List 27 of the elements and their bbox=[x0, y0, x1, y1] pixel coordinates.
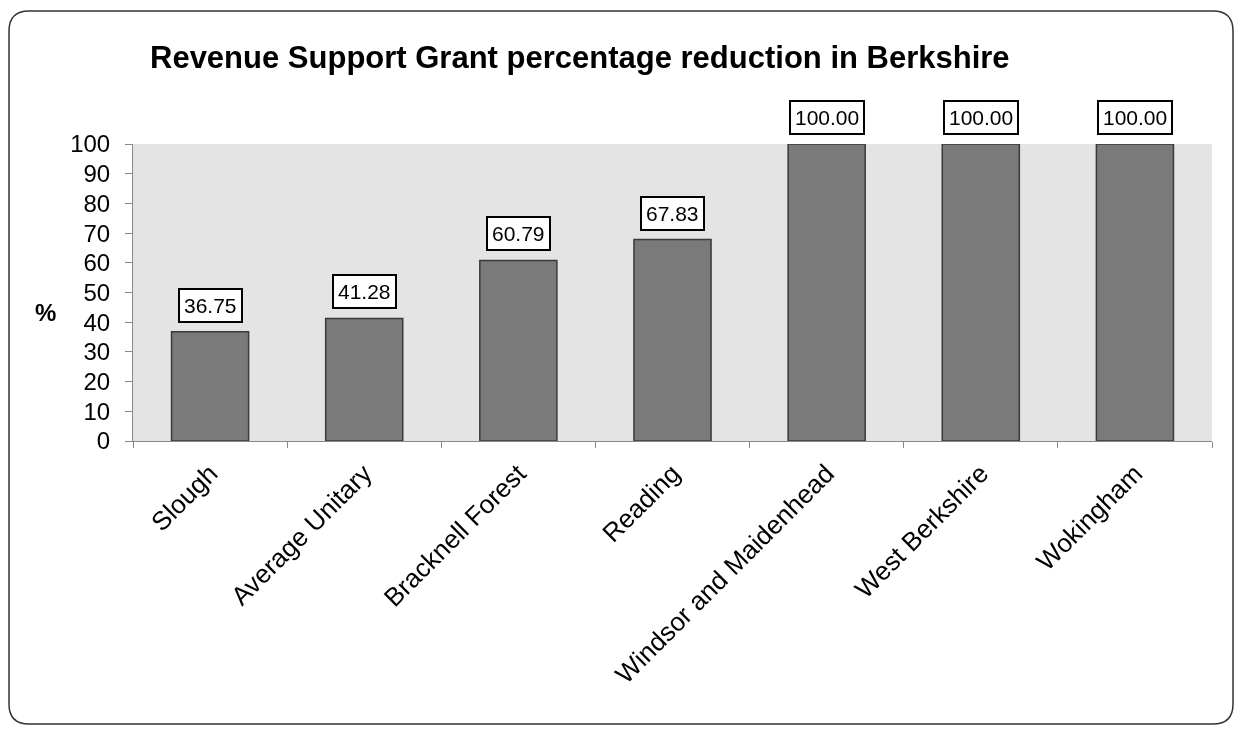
bar bbox=[941, 144, 1021, 441]
bar bbox=[1095, 144, 1175, 441]
bar bbox=[479, 259, 558, 441]
bar bbox=[324, 317, 404, 441]
y-tick-label: 0 bbox=[96, 427, 111, 455]
y-axis-title: % bbox=[35, 299, 57, 326]
data-label: 100.00 bbox=[795, 106, 860, 129]
y-tick-label: 100 bbox=[70, 130, 111, 158]
bar bbox=[633, 238, 712, 441]
data-label: 41.28 bbox=[338, 280, 391, 303]
y-tick-label: 40 bbox=[83, 308, 111, 336]
y-tick-label: 70 bbox=[83, 219, 111, 247]
data-label: 67.83 bbox=[646, 202, 699, 225]
data-label: 60.79 bbox=[492, 222, 545, 245]
y-tick-label: 80 bbox=[83, 189, 111, 217]
y-tick-label: 20 bbox=[83, 368, 111, 395]
data-label: 100.00 bbox=[949, 106, 1014, 129]
y-tick-label: 90 bbox=[83, 160, 111, 188]
data-label: 100.00 bbox=[1103, 106, 1168, 129]
y-tick-label: 30 bbox=[83, 338, 111, 366]
bar bbox=[787, 144, 866, 441]
y-tick-label: 60 bbox=[83, 249, 111, 277]
y-tick-label: 10 bbox=[83, 397, 111, 425]
chart-title: Revenue Support Grant percentage reduction in Berkshire bbox=[150, 39, 1010, 75]
data-label: 36.75 bbox=[184, 294, 237, 317]
bar bbox=[170, 331, 250, 441]
y-tick-label: 50 bbox=[83, 278, 111, 306]
